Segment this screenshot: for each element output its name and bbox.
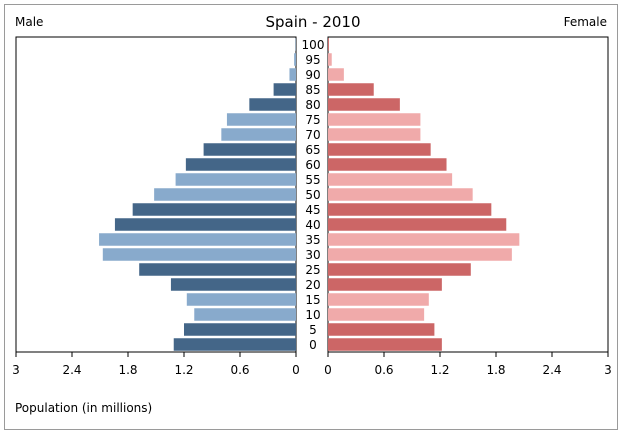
age-label-5: 5 (309, 323, 317, 337)
male-bar-age-20 (170, 278, 296, 291)
male-x-axis: 3 2.4 1.8 1.2 0.6 0 (12, 352, 300, 377)
age-label-60: 60 (305, 158, 320, 172)
chart-title: Spain - 2010 (265, 13, 360, 31)
female-bar-age-55 (328, 173, 453, 186)
x-axis-unit-label: Population (in millions) (15, 401, 152, 415)
female-x-tick-label: 1.2 (430, 363, 449, 377)
male-bar-age-5 (184, 323, 296, 336)
female-bar-age-40 (328, 218, 507, 231)
female-x-tick-label: 1.8 (486, 363, 505, 377)
male-bar-age-60 (185, 158, 296, 171)
female-bar-age-70 (328, 128, 421, 141)
age-label-65: 65 (305, 143, 320, 157)
female-bar-age-95 (328, 53, 332, 66)
age-label-90: 90 (305, 68, 320, 82)
male-bar-age-85 (273, 83, 296, 96)
age-label-45: 45 (305, 203, 320, 217)
male-x-tick-label: 3 (12, 363, 20, 377)
female-x-axis: 0 0.6 1.2 1.8 2.4 3 (324, 352, 612, 377)
age-label-10: 10 (305, 308, 320, 322)
female-bar-age-35 (328, 233, 520, 246)
female-bar-age-50 (328, 188, 473, 201)
female-x-tick-label: 0.6 (374, 363, 393, 377)
female-bar-age-45 (328, 203, 492, 216)
female-bar-age-80 (328, 98, 400, 111)
female-bar-age-75 (328, 113, 421, 126)
female-bar-age-100 (328, 38, 329, 51)
male-bar-age-55 (175, 173, 296, 186)
male-bar-age-65 (203, 143, 296, 156)
age-label-70: 70 (305, 128, 320, 142)
female-bars (328, 38, 520, 351)
male-x-tick-label: 2.4 (62, 363, 81, 377)
male-bar-age-10 (194, 308, 296, 321)
age-label-55: 55 (305, 173, 320, 187)
female-bar-age-10 (328, 308, 425, 321)
male-bar-age-15 (186, 293, 296, 306)
female-bar-age-85 (328, 83, 374, 96)
male-bar-age-95 (294, 53, 296, 66)
male-bar-age-50 (154, 188, 296, 201)
female-x-tick-label: 3 (604, 363, 612, 377)
female-bar-age-0 (328, 338, 442, 351)
population-pyramid-chart: Spain - 2010 Male Female Population (in … (12, 13, 612, 415)
age-label-0: 0 (309, 338, 317, 352)
age-label-30: 30 (305, 248, 320, 262)
female-x-tick-label: 0 (324, 363, 332, 377)
male-x-tick-label: 1.2 (174, 363, 193, 377)
female-bar-age-60 (328, 158, 447, 171)
male-x-tick-label: 0 (292, 363, 300, 377)
age-label-95: 95 (305, 53, 320, 67)
age-label-85: 85 (305, 83, 320, 97)
age-label-80: 80 (305, 98, 320, 112)
male-x-tick-label: 0.6 (230, 363, 249, 377)
female-bar-age-5 (328, 323, 435, 336)
male-bar-age-90 (289, 68, 296, 81)
age-label-20: 20 (305, 278, 320, 292)
age-label-25: 25 (305, 263, 320, 277)
age-label-35: 35 (305, 233, 320, 247)
male-x-tick-label: 1.8 (118, 363, 137, 377)
age-label-50: 50 (305, 188, 320, 202)
male-bar-age-30 (102, 248, 296, 261)
male-bar-age-75 (226, 113, 296, 126)
age-label-100: 100 (302, 38, 325, 52)
female-side-label: Female (564, 15, 607, 29)
female-bar-age-15 (328, 293, 429, 306)
age-label-75: 75 (305, 113, 320, 127)
chart-frame: Spain - 2010 Male Female Population (in … (4, 4, 618, 430)
male-bar-age-35 (99, 233, 296, 246)
female-bar-age-90 (328, 68, 344, 81)
male-bar-age-70 (221, 128, 296, 141)
female-bar-age-65 (328, 143, 431, 156)
age-label-40: 40 (305, 218, 320, 232)
male-bar-age-40 (114, 218, 296, 231)
age-group-labels: 0510152025303540455055606570758085909510… (302, 38, 325, 352)
female-bar-age-20 (328, 278, 442, 291)
male-bar-age-0 (173, 338, 296, 351)
male-side-label: Male (15, 15, 43, 29)
male-bar-age-80 (249, 98, 296, 111)
female-bar-age-25 (328, 263, 471, 276)
male-bars (99, 38, 296, 351)
age-label-15: 15 (305, 293, 320, 307)
female-bar-age-30 (328, 248, 512, 261)
male-bar-age-25 (139, 263, 296, 276)
female-x-tick-label: 2.4 (542, 363, 561, 377)
male-bar-age-45 (132, 203, 296, 216)
